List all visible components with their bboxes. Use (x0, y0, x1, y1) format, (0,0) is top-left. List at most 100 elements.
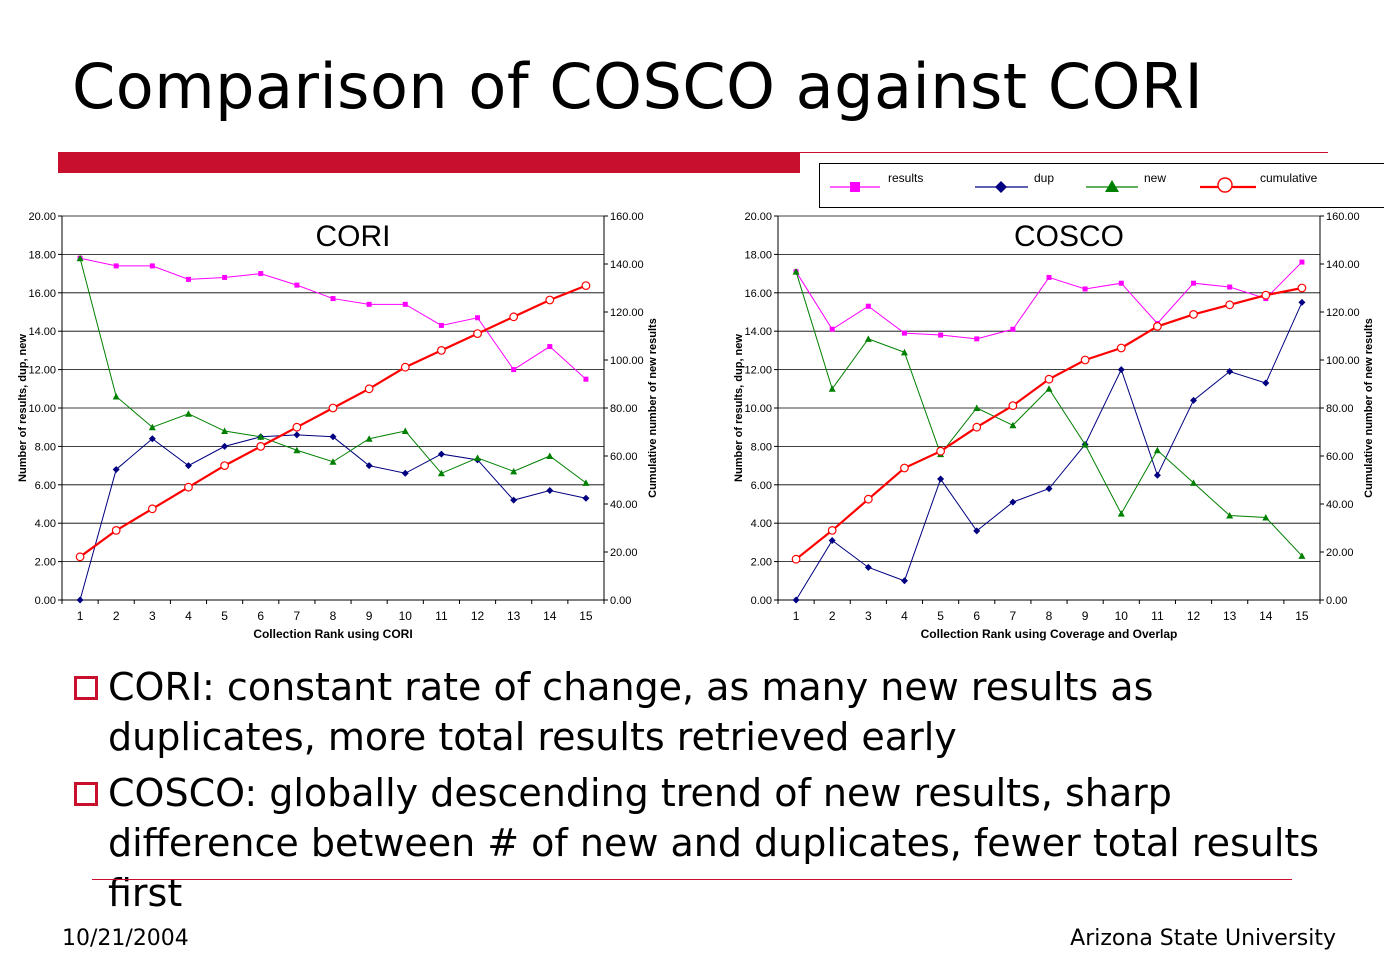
data-point-new (1009, 421, 1017, 429)
y2-tick-label: 120.00 (610, 307, 644, 319)
data-point-new (1298, 552, 1306, 559)
y-tick-label: 12.00 (744, 365, 772, 377)
x-tick-label: 7 (294, 609, 301, 623)
data-point-cumulative (1225, 300, 1235, 310)
y2-tick-label: 140.00 (610, 259, 644, 271)
legend-circle-icon (1217, 177, 1233, 193)
data-point-results (438, 322, 444, 328)
y-tick-label: 4.00 (35, 518, 56, 530)
data-point-new (401, 427, 409, 435)
x-tick-label: 6 (257, 609, 264, 623)
data-point-results (258, 271, 264, 277)
data-point-new (1153, 446, 1161, 454)
data-point-cumulative (1261, 290, 1271, 300)
data-point-dup (828, 536, 836, 544)
y-tick-label: 10.00 (744, 403, 772, 415)
data-point-cumulative (936, 446, 946, 456)
bullet-item-cori: CORI: constant rate of change, as many n… (72, 662, 1372, 762)
data-point-dup (792, 596, 800, 604)
data-point-results (865, 303, 871, 309)
data-point-cumulative (1080, 355, 1090, 365)
data-point-cumulative (220, 461, 230, 471)
y-tick-label: 2.00 (751, 557, 772, 569)
data-point-cumulative (1153, 321, 1162, 331)
data-point-results (1046, 274, 1052, 280)
bullet-text: COSCO: globally descending trend of new … (108, 771, 1320, 915)
series-line-new (79, 258, 587, 484)
data-point-cumulative (328, 403, 338, 413)
data-point-cumulative (1189, 309, 1198, 319)
x-tick-label: 9 (1082, 609, 1089, 623)
data-point-dup (900, 577, 908, 585)
data-point-results (475, 315, 481, 321)
data-point-new (329, 458, 337, 465)
y-tick-label: 12.00 (28, 365, 56, 377)
data-point-dup (510, 496, 518, 504)
y2-tick-label: 40.00 (610, 499, 638, 511)
data-point-dup (76, 596, 84, 604)
data-point-new (112, 392, 120, 400)
y-tick-label: 20.00 (28, 211, 56, 223)
x-tick-label: 13 (507, 609, 521, 623)
data-point-cumulative (581, 281, 591, 290)
data-point-results (149, 263, 155, 269)
x-tick-label: 15 (1295, 609, 1309, 623)
series-line-cumulative (795, 286, 1303, 561)
data-point-cumulative (1044, 374, 1054, 384)
bullet-square-icon (74, 676, 98, 700)
footer-date: 10/21/2004 (62, 926, 189, 951)
data-point-dup (973, 527, 981, 535)
x-axis-label: Collection Rank using Coverage and Overl… (921, 627, 1178, 641)
data-point-cumulative (364, 384, 374, 394)
data-point-dup (1190, 396, 1198, 404)
data-point-new (365, 435, 373, 442)
data-point-results (1227, 284, 1233, 290)
x-tick-label: 1 (793, 609, 800, 623)
y-tick-label: 18.00 (28, 249, 56, 261)
legend-square-icon (850, 182, 860, 192)
y2-tick-label: 0.00 (1326, 595, 1347, 607)
data-point-results (938, 332, 944, 338)
data-point-new (184, 410, 192, 417)
y-tick-label: 6.00 (35, 480, 56, 492)
x-tick-label: 5 (937, 609, 944, 623)
chart-title: CORI (316, 220, 391, 253)
footer-rule (92, 879, 1292, 880)
chart-legend: results dup new cumulative (819, 163, 1384, 208)
data-point-cumulative (292, 422, 302, 432)
x-tick-label: 4 (901, 609, 908, 623)
data-point-new (437, 469, 445, 477)
data-point-dup (1153, 471, 1161, 479)
data-point-new (973, 404, 981, 411)
y-tick-label: 18.00 (744, 249, 772, 261)
y2-tick-label: 120.00 (1326, 307, 1360, 319)
y2-tick-label: 40.00 (1326, 499, 1354, 511)
y-tick-label: 16.00 (744, 288, 772, 300)
y-tick-label: 0.00 (751, 595, 772, 607)
data-point-results (1082, 286, 1088, 292)
data-point-dup (184, 462, 192, 470)
legend-triangle-icon (1105, 180, 1119, 192)
data-point-results (366, 301, 372, 307)
data-point-cumulative (1008, 401, 1018, 411)
data-point-cumulative (111, 526, 121, 535)
legend-label-new: new (1144, 171, 1167, 185)
x-tick-label: 5 (221, 609, 228, 623)
chart-svg: 0.002.004.006.008.0010.0012.0014.0016.00… (17, 211, 659, 641)
y2-tick-label: 80.00 (1326, 403, 1354, 415)
data-point-new (257, 433, 265, 440)
bullet-list: CORI: constant rate of change, as many n… (72, 662, 1372, 924)
data-point-cumulative (184, 482, 193, 492)
y2-axis-label: Cumulative number of new results (1363, 318, 1375, 498)
x-tick-label: 3 (865, 609, 872, 623)
y2-tick-label: 20.00 (610, 547, 638, 559)
data-point-results (547, 344, 553, 350)
data-point-results (1010, 326, 1016, 332)
series-line-new (795, 271, 1303, 557)
y2-tick-label: 60.00 (610, 451, 638, 463)
x-tick-label: 14 (1259, 609, 1273, 623)
data-point-cumulative (75, 552, 85, 562)
data-point-new (864, 335, 872, 342)
cori-chart: 0.00 2.00 4.00 6.00 8.00 10.00 12.00 14.00 16.00… (0, 200, 668, 654)
data-point-dup (864, 563, 872, 571)
